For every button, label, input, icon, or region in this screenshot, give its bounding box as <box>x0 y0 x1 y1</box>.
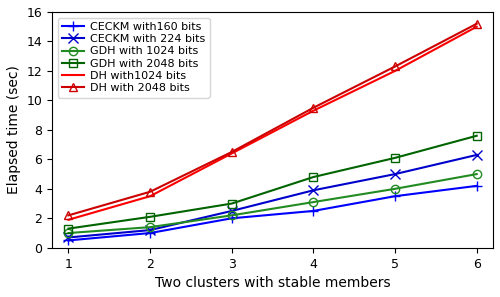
CECKM with160 bits <box>147 231 153 235</box>
X-axis label: Two clusters with stable members: Two clusters with stable members <box>155 276 390 290</box>
GDH with 2048 bits <box>228 202 234 205</box>
GDH with 2048 bits <box>66 227 71 230</box>
DH with1024 bits <box>474 25 480 29</box>
DH with 2048 bits <box>147 190 153 194</box>
DH with 2048 bits <box>474 22 480 26</box>
CECKM with160 bits <box>228 217 234 220</box>
DH with1024 bits <box>310 109 316 113</box>
Line: DH with 2048 bits: DH with 2048 bits <box>64 20 481 219</box>
GDH with 1024 bits <box>392 187 398 191</box>
DH with1024 bits <box>66 218 71 222</box>
DH with 2048 bits <box>310 106 316 110</box>
Y-axis label: Elapsed time (sec): Elapsed time (sec) <box>7 65 21 194</box>
CECKM with160 bits <box>392 195 398 198</box>
CECKM with 224 bits <box>392 172 398 176</box>
DH with 2048 bits <box>228 150 234 154</box>
DH with1024 bits <box>147 195 153 198</box>
DH with1024 bits <box>392 69 398 73</box>
CECKM with 224 bits <box>147 228 153 232</box>
CECKM with 224 bits <box>310 189 316 192</box>
GDH with 1024 bits <box>66 231 71 235</box>
DH with1024 bits <box>228 152 234 155</box>
CECKM with 224 bits <box>474 153 480 157</box>
GDH with 2048 bits <box>310 175 316 179</box>
Line: GDH with 2048 bits: GDH with 2048 bits <box>64 132 481 233</box>
GDH with 2048 bits <box>147 215 153 219</box>
DH with 2048 bits <box>392 65 398 68</box>
CECKM with 224 bits <box>228 209 234 213</box>
GDH with 2048 bits <box>392 156 398 160</box>
Line: CECKM with160 bits: CECKM with160 bits <box>64 181 482 245</box>
CECKM with160 bits <box>66 238 71 242</box>
DH with 2048 bits <box>66 214 71 217</box>
GDH with 1024 bits <box>474 172 480 176</box>
GDH with 2048 bits <box>474 134 480 138</box>
CECKM with 224 bits <box>66 236 71 239</box>
Line: CECKM with 224 bits: CECKM with 224 bits <box>64 150 482 242</box>
GDH with 1024 bits <box>147 225 153 229</box>
CECKM with160 bits <box>310 209 316 213</box>
Line: GDH with 1024 bits: GDH with 1024 bits <box>64 170 481 237</box>
Legend: CECKM with160 bits, CECKM with 224 bits, GDH with 1024 bits, GDH with 2048 bits,: CECKM with160 bits, CECKM with 224 bits,… <box>58 18 210 97</box>
Line: DH with1024 bits: DH with1024 bits <box>68 27 476 220</box>
GDH with 1024 bits <box>228 214 234 217</box>
CECKM with160 bits <box>474 184 480 188</box>
GDH with 1024 bits <box>310 200 316 204</box>
